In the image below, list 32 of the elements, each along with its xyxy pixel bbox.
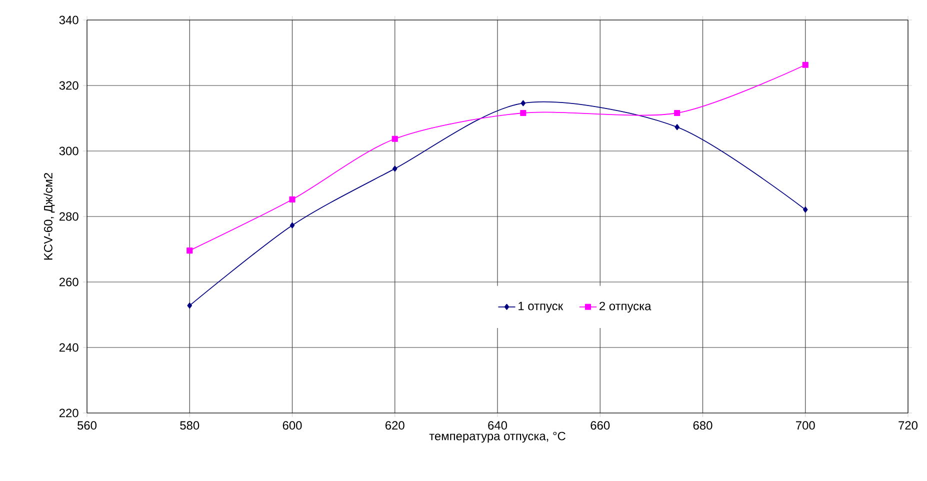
point (674, 124, 680, 130)
y-tick-label: 240 (59, 343, 78, 352)
x-tick-label: 600 (282, 421, 302, 430)
point (392, 136, 398, 142)
x-tick-label: 660 (590, 421, 610, 430)
point (520, 110, 526, 116)
y-tick-label: 300 (59, 146, 78, 156)
y-tick-label: 320 (59, 81, 78, 90)
x-tick-label: 620 (386, 421, 404, 430)
x-tick-label: 560 (78, 421, 97, 430)
y-tick-label: 280 (59, 212, 78, 221)
point (187, 302, 192, 309)
point (802, 206, 808, 213)
point (674, 110, 680, 116)
x-axis-title: температура отпуска, °C (429, 432, 566, 443)
y-tick-label: 340 (59, 16, 78, 24)
x-tick-label: 580 (180, 421, 200, 430)
point (802, 62, 808, 68)
x-tick-label: 640 (488, 421, 508, 430)
legend-label: 2 отпуска (600, 302, 652, 313)
y-tick-label: 260 (59, 278, 78, 286)
point (520, 100, 526, 106)
x-tick-label: 700 (796, 421, 815, 430)
legend-label: 1 отпуск (518, 302, 564, 313)
x-tick-label: 720 (898, 421, 918, 430)
y-tick-label: 220 (59, 408, 78, 418)
point (290, 222, 295, 228)
point (392, 166, 398, 172)
point (289, 196, 296, 203)
y-axis-title: KCV-60, Дж/см2 (44, 173, 55, 260)
point (186, 248, 193, 254)
x-tick-label: 680 (693, 421, 712, 430)
